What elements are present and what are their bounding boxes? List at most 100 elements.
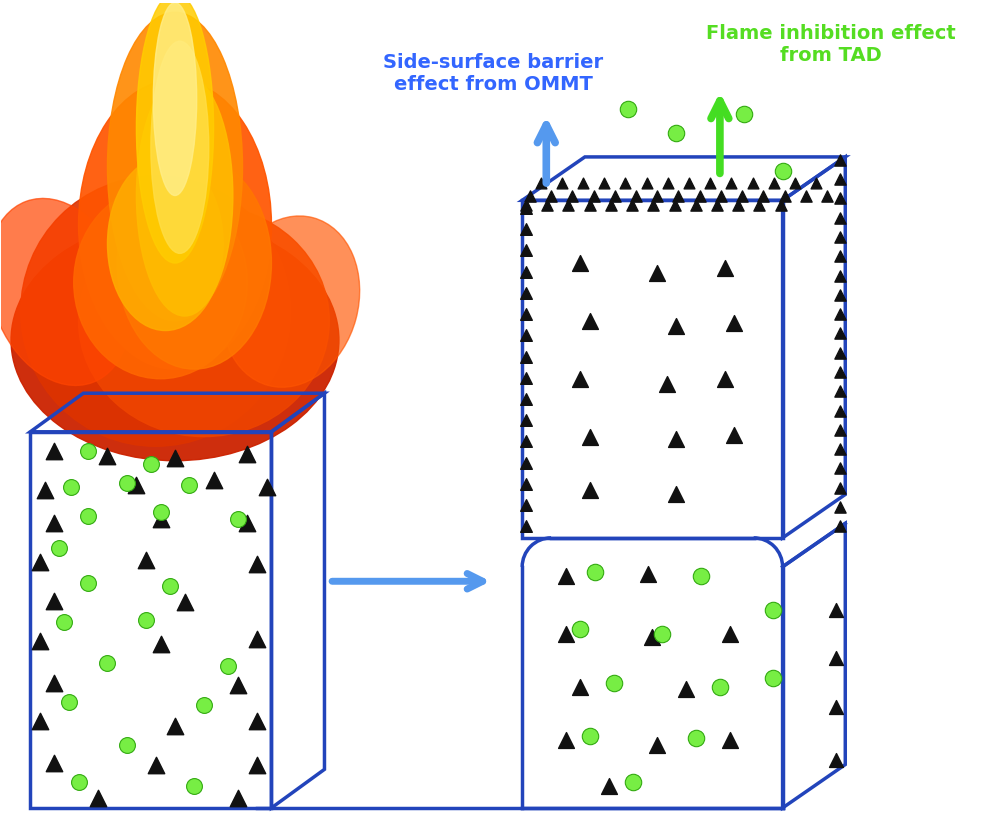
Point <box>90 792 106 805</box>
Point <box>181 478 197 492</box>
Point <box>669 488 685 501</box>
Point <box>717 262 733 275</box>
Point <box>669 126 685 139</box>
Point <box>833 153 849 167</box>
Point <box>582 430 597 443</box>
Point <box>558 628 574 641</box>
Point <box>625 776 641 789</box>
Point <box>518 201 534 214</box>
Text: Flame inhibition effect
from TAD: Flame inhibition effect from TAD <box>706 24 955 65</box>
Point <box>709 199 725 212</box>
Point <box>167 451 182 464</box>
Point <box>607 190 623 203</box>
Point <box>249 758 265 771</box>
Ellipse shape <box>136 0 214 263</box>
Point <box>828 604 844 617</box>
Point <box>833 346 849 360</box>
Point <box>32 555 48 568</box>
Point <box>833 462 849 475</box>
Point <box>518 308 534 321</box>
Point <box>575 177 591 190</box>
Ellipse shape <box>151 41 209 253</box>
Point <box>660 177 676 190</box>
Point <box>51 541 67 554</box>
Point <box>773 199 789 212</box>
Point <box>558 733 574 747</box>
Point <box>620 102 636 116</box>
Point <box>833 172 849 186</box>
Point <box>617 177 633 190</box>
Point <box>606 676 622 689</box>
Point <box>681 177 697 190</box>
Point <box>540 199 555 212</box>
Point <box>522 190 538 203</box>
Point <box>80 509 96 522</box>
Point <box>717 372 733 385</box>
Point <box>196 698 212 711</box>
Point <box>518 199 534 212</box>
Point <box>671 190 687 203</box>
Point <box>833 481 849 494</box>
Point <box>100 657 116 670</box>
Point <box>586 190 601 203</box>
Point <box>667 199 683 212</box>
Point <box>80 577 96 590</box>
Point <box>808 177 824 190</box>
Point <box>828 700 844 714</box>
Point <box>722 628 738 641</box>
Point <box>702 177 718 190</box>
Point <box>119 738 134 752</box>
Point <box>833 230 849 243</box>
Point <box>688 731 703 744</box>
Point <box>654 628 670 641</box>
Point <box>148 758 164 771</box>
Ellipse shape <box>21 177 290 446</box>
Point <box>693 570 708 583</box>
Point <box>249 558 265 571</box>
Point <box>46 756 62 769</box>
Point <box>554 177 570 190</box>
Point <box>713 190 729 203</box>
Point <box>220 659 235 672</box>
Ellipse shape <box>74 186 247 379</box>
Point <box>518 520 534 533</box>
Point <box>724 177 740 190</box>
Point <box>119 476 134 489</box>
Ellipse shape <box>78 80 272 369</box>
Point <box>669 319 685 332</box>
Point <box>167 719 182 733</box>
Point <box>518 328 534 342</box>
Point <box>798 190 813 203</box>
Point <box>518 456 534 469</box>
Point <box>259 480 275 493</box>
Point <box>153 505 169 518</box>
Point <box>649 738 665 752</box>
Point <box>649 190 665 203</box>
Point <box>249 714 265 728</box>
Point <box>143 457 159 470</box>
Point <box>80 445 96 458</box>
Point <box>765 604 781 617</box>
Point <box>206 474 222 487</box>
Point <box>518 265 534 278</box>
Point <box>177 596 192 609</box>
Point <box>751 199 767 212</box>
Point <box>230 512 245 526</box>
Point <box>582 483 597 497</box>
Point <box>734 190 749 203</box>
Point <box>678 683 694 696</box>
Point <box>186 779 202 792</box>
Point <box>833 501 849 514</box>
Point <box>833 384 849 398</box>
Point <box>560 199 576 212</box>
Point <box>645 199 661 212</box>
Point <box>833 404 849 417</box>
Point <box>833 365 849 379</box>
Point <box>71 776 86 789</box>
Point <box>828 652 844 665</box>
Point <box>518 478 534 491</box>
Point <box>582 729 597 742</box>
Point <box>32 634 48 648</box>
Point <box>603 199 619 212</box>
Point <box>46 676 62 689</box>
